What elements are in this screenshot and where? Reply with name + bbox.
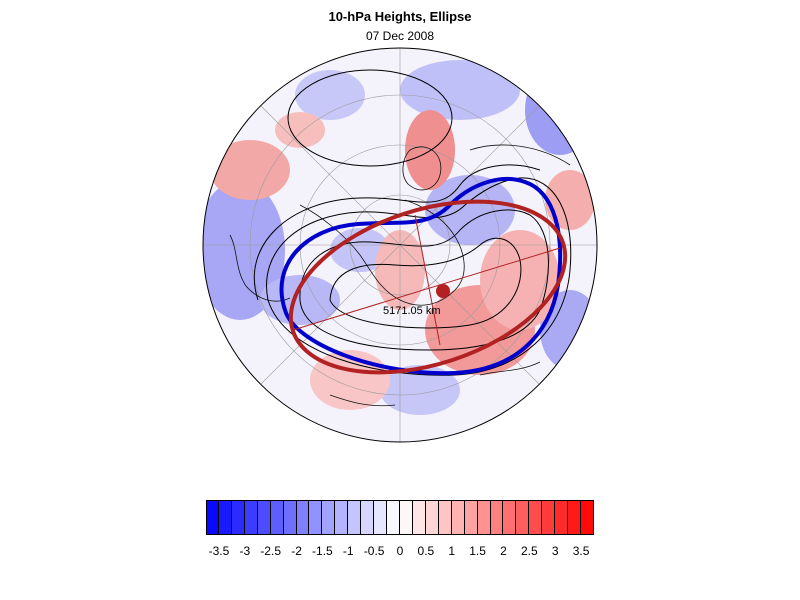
positive-anomaly-region bbox=[210, 140, 290, 200]
colorbar-box bbox=[309, 500, 323, 535]
colorbar-box bbox=[244, 500, 258, 535]
negative-anomaly-region bbox=[203, 180, 285, 320]
coastlines bbox=[229, 144, 571, 407]
colorbar-tick-label: 3 bbox=[551, 544, 559, 558]
colorbar-box bbox=[412, 500, 426, 535]
colorbar-box bbox=[322, 500, 336, 535]
colorbar-box bbox=[516, 500, 530, 535]
colorbar-box bbox=[555, 500, 569, 535]
colorbar-tick-label: -1 bbox=[342, 544, 354, 558]
height-contour bbox=[299, 209, 549, 351]
colorbar-box bbox=[348, 500, 362, 535]
colorbar-box bbox=[218, 500, 232, 535]
ellipse-axes bbox=[292, 214, 561, 346]
height-contour bbox=[253, 164, 541, 301]
colorbar-box bbox=[503, 500, 517, 535]
height-contour bbox=[266, 177, 572, 376]
colorbar-box bbox=[581, 500, 594, 535]
colorbar-box bbox=[283, 500, 297, 535]
map-title: 10-hPa Heights, Ellipse bbox=[328, 9, 472, 24]
colorbar-tick-label: 0 bbox=[396, 544, 404, 558]
colorbar-tick-label: -1.5 bbox=[312, 544, 333, 558]
colorbar-box bbox=[490, 500, 504, 535]
vortex-edge-contour bbox=[279, 177, 563, 376]
colorbar-tick-label: -0.5 bbox=[363, 544, 385, 558]
globe-outline bbox=[202, 47, 598, 443]
colorbar-box bbox=[335, 500, 349, 535]
colorbar-box bbox=[568, 500, 582, 535]
colorbar-box bbox=[451, 500, 465, 535]
colorbar-box bbox=[257, 500, 271, 535]
negative-anomaly-region bbox=[425, 175, 515, 245]
colorbar-box bbox=[296, 500, 310, 535]
colorbar-box bbox=[206, 500, 219, 535]
positive-anomaly-region bbox=[405, 110, 455, 190]
colorbar-tick-label: -3 bbox=[239, 544, 251, 558]
negative-anomaly-region bbox=[400, 60, 520, 120]
colorbar-box bbox=[542, 500, 556, 535]
colorbar-tick-label: 1 bbox=[448, 544, 456, 558]
colorbar-box bbox=[231, 500, 245, 535]
colorbar-tick-label: 1.5 bbox=[469, 544, 486, 558]
colorbar-box bbox=[438, 500, 452, 535]
colorbar-box bbox=[387, 500, 400, 535]
colorbar-tick-label: -3.5 bbox=[208, 544, 230, 558]
colorbar bbox=[206, 500, 594, 535]
vortex-centroid-marker bbox=[436, 284, 450, 298]
colorbar-box bbox=[270, 500, 284, 535]
fitted-ellipse bbox=[288, 199, 568, 375]
colorbar-box bbox=[361, 500, 375, 535]
negative-anomaly-region bbox=[295, 70, 365, 120]
colorbar-tick-label: 0.5 bbox=[417, 544, 435, 558]
colorbar-box bbox=[477, 500, 491, 535]
positive-anomaly-region bbox=[275, 112, 325, 148]
colorbar-tick-label: 2 bbox=[500, 544, 507, 558]
map-date: 07 Dec 2008 bbox=[365, 29, 435, 43]
colorbar-tick-label: -2 bbox=[291, 544, 302, 558]
ellipse-major-axis bbox=[292, 247, 561, 331]
colorbar-tick-label: -2.5 bbox=[260, 544, 281, 558]
ellipse-distance-label: 5171.05 km bbox=[383, 305, 440, 317]
height-contour bbox=[329, 237, 522, 329]
colorbar-box bbox=[464, 500, 478, 535]
colorbar-tick-label: 2.5 bbox=[520, 544, 538, 558]
height-contours bbox=[253, 69, 572, 376]
colorbar-box bbox=[374, 500, 388, 535]
colorbar-box bbox=[529, 500, 543, 535]
ellipse-minor-axis bbox=[414, 214, 441, 346]
colorbar-box bbox=[400, 500, 413, 535]
positive-anomaly-region bbox=[545, 170, 595, 230]
negative-anomaly-region bbox=[330, 228, 390, 272]
height-contour bbox=[287, 69, 453, 167]
colorbar-box bbox=[425, 500, 439, 535]
colorbar-tick-label: 3.5 bbox=[572, 544, 590, 558]
negative-anomaly-region bbox=[525, 65, 595, 155]
